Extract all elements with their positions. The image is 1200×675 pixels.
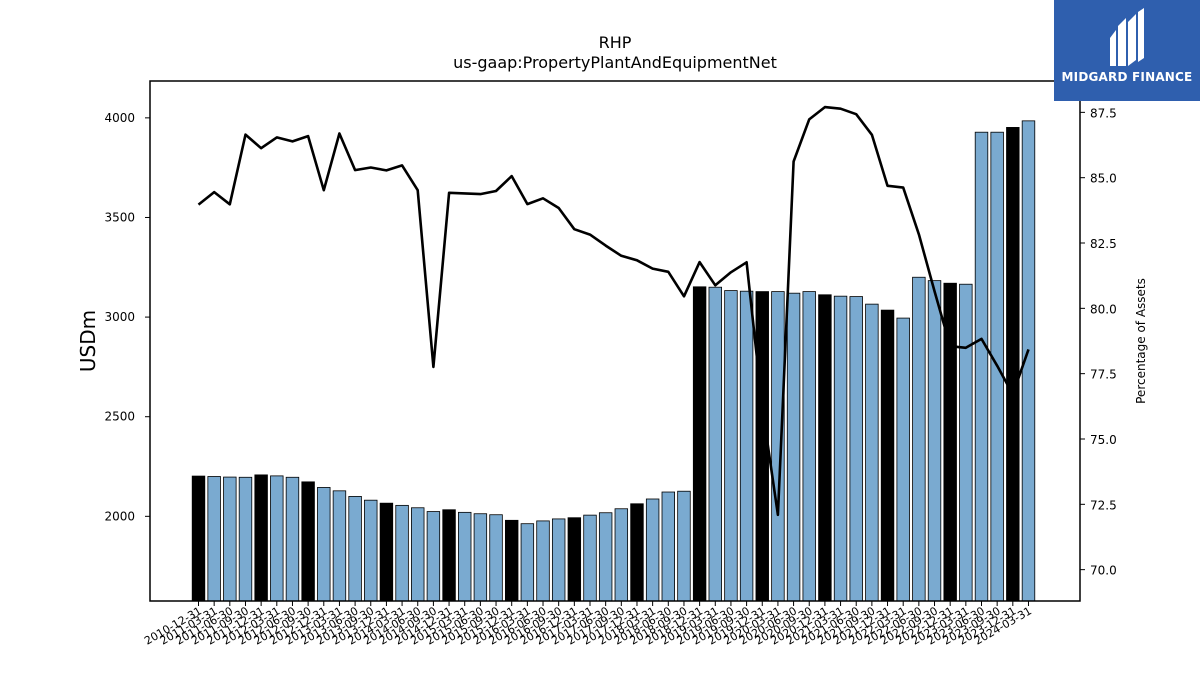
- bar: [1006, 127, 1020, 602]
- bar: [739, 290, 754, 602]
- bar: [786, 292, 801, 602]
- bar: [458, 511, 472, 602]
- bar: [567, 517, 582, 602]
- bar: [332, 490, 347, 602]
- right-axis: 70.0 72.5 75.0 77.5 80.0 82.5 85.0 87.5: [1080, 106, 1117, 578]
- bar: [630, 503, 644, 602]
- bar: [348, 496, 362, 602]
- bar: [223, 476, 237, 602]
- chart-subtitle: us-gaap:PropertyPlantAndEquipmentNet: [453, 53, 777, 72]
- bar: [426, 511, 441, 602]
- bar: [364, 499, 378, 602]
- percentage-line: [197, 105, 1030, 517]
- bar: [536, 520, 550, 602]
- y2-tick-label: 75.0: [1090, 433, 1117, 447]
- y-tick-label: 4000: [104, 111, 135, 125]
- bar: [708, 286, 722, 602]
- chart-title: RHP: [599, 33, 632, 52]
- y2-tick-label: 70.0: [1090, 564, 1117, 578]
- bar: [677, 490, 691, 602]
- y2-tick-label: 72.5: [1090, 498, 1117, 512]
- logo-text: MIDGARD FINANCE: [1061, 70, 1193, 84]
- y2-tick-label: 85.0: [1090, 172, 1117, 186]
- bar: [504, 519, 519, 602]
- y-tick-label: 2500: [104, 410, 135, 424]
- bar: [238, 476, 253, 602]
- y2-tick-label: 80.0: [1090, 302, 1117, 316]
- bar: [661, 491, 676, 602]
- bar: [645, 498, 660, 602]
- bar: [473, 513, 488, 602]
- bar: [270, 475, 284, 602]
- midgard-finance-logo: MIDGARD FINANCE: [1054, 0, 1200, 101]
- bar: [489, 514, 503, 602]
- bar: [191, 475, 206, 602]
- bar: [395, 504, 409, 602]
- bar: [551, 518, 566, 602]
- midgard-mark-icon: [1110, 8, 1144, 66]
- left-axis: 2000 2500 3000 3500 4000: [104, 111, 150, 523]
- bar: [880, 309, 895, 602]
- bar: [411, 507, 425, 602]
- bar: [771, 291, 785, 602]
- bar: [254, 474, 268, 602]
- bar: [849, 296, 863, 602]
- x-axis: 2010-12-312011-03-312011-06-302011-09-30…: [142, 601, 1034, 648]
- bar: [974, 131, 989, 602]
- bar: [301, 481, 315, 602]
- bar: [379, 502, 394, 602]
- y-axis-title: USDm: [76, 310, 100, 372]
- bar: [583, 514, 597, 602]
- bar: [865, 303, 879, 602]
- bar: [818, 294, 832, 602]
- bar: [959, 283, 973, 602]
- y2-axis-title: Percentage of Assets: [1134, 278, 1148, 404]
- line-series: [197, 105, 1030, 517]
- bar: [724, 290, 738, 602]
- plot-frame: [149, 80, 1081, 602]
- bar: [285, 476, 300, 602]
- bar: [833, 295, 848, 602]
- y2-tick-label: 82.5: [1090, 237, 1117, 251]
- bar: [912, 276, 926, 602]
- y-tick-label: 3000: [104, 310, 135, 324]
- bar: [614, 508, 629, 602]
- y-tick-label: 3500: [104, 210, 135, 224]
- bar: [442, 509, 456, 602]
- bar: [896, 317, 910, 602]
- bar: [207, 476, 221, 602]
- y-tick-label: 2000: [104, 509, 135, 523]
- bar: [598, 512, 613, 602]
- bar: [802, 291, 816, 602]
- y2-tick-label: 77.5: [1090, 368, 1117, 382]
- y2-tick-label: 87.5: [1090, 106, 1117, 120]
- bar: [927, 280, 942, 602]
- bar: [520, 523, 535, 602]
- bar: [692, 286, 707, 602]
- bar: [317, 487, 331, 602]
- bar-series: [191, 120, 1036, 602]
